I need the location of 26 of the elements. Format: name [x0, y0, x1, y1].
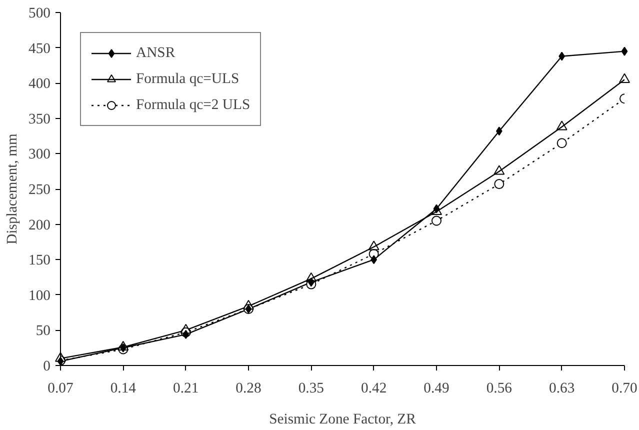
y-tick-label: 150	[28, 252, 50, 269]
x-tick-label: 0.14	[110, 380, 137, 396]
y-tick-label: 450	[28, 40, 50, 57]
x-tick-label: 0.70	[612, 380, 638, 396]
x-tick-label: 0.56	[486, 380, 512, 396]
y-tick-label: 400	[28, 76, 50, 92]
x-tick-label: 0.63	[549, 380, 575, 396]
x-tick-label: 0.35	[298, 380, 324, 396]
x-tick-label: 0.07	[48, 380, 74, 396]
legend-label: Formula qc=2 ULS	[136, 96, 250, 114]
y-tick-label: 300	[28, 146, 50, 163]
x-tick-label: 0.28	[236, 380, 262, 396]
y-tick-label: 50	[36, 323, 50, 340]
x-tick-label: 0.49	[424, 380, 450, 396]
x-axis-title: Seismic Zone Factor, ZR	[269, 412, 416, 428]
legend-label: ANSR	[136, 44, 176, 62]
y-axis-title: Displacement, mm	[4, 133, 21, 244]
x-tick-label: 0.21	[173, 380, 199, 396]
x-tick-label: 0.42	[361, 380, 387, 396]
y-tick-label: 350	[28, 111, 50, 128]
legend-label: Formula qc=ULS	[136, 70, 240, 88]
y-tick-label: 200	[28, 217, 50, 234]
y-tick-label: 500	[28, 6, 50, 22]
y-tick-label: 0	[43, 358, 50, 374]
y-tick-label: 250	[28, 182, 50, 198]
y-tick-label: 100	[28, 288, 50, 304]
